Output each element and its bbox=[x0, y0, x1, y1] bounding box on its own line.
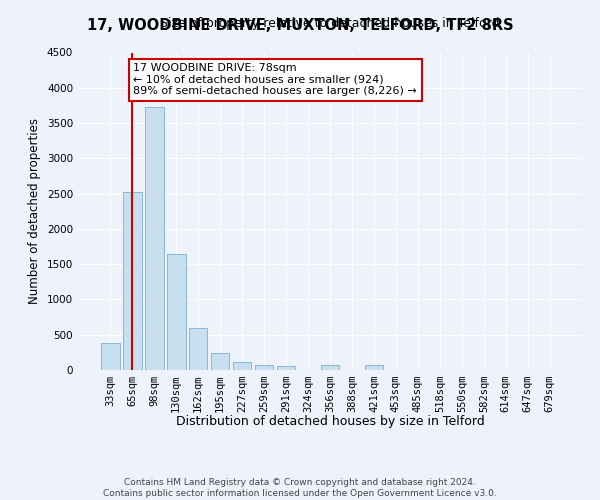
Bar bbox=[320, 365, 340, 370]
Y-axis label: Number of detached properties: Number of detached properties bbox=[28, 118, 41, 304]
X-axis label: Distribution of detached houses by size in Telford: Distribution of detached houses by size … bbox=[176, 415, 484, 428]
Bar bbox=[233, 362, 251, 370]
Bar bbox=[167, 254, 185, 370]
Bar bbox=[101, 343, 119, 370]
Bar bbox=[189, 328, 208, 370]
Text: 17, WOODBINE DRIVE, MUXTON, TELFORD, TF2 8RS: 17, WOODBINE DRIVE, MUXTON, TELFORD, TF2… bbox=[86, 18, 514, 32]
Bar bbox=[365, 365, 383, 370]
Text: Contains HM Land Registry data © Crown copyright and database right 2024.
Contai: Contains HM Land Registry data © Crown c… bbox=[103, 478, 497, 498]
Bar bbox=[277, 366, 295, 370]
Bar bbox=[123, 192, 142, 370]
Bar bbox=[211, 353, 229, 370]
Text: 17 WOODBINE DRIVE: 78sqm
← 10% of detached houses are smaller (924)
89% of semi-: 17 WOODBINE DRIVE: 78sqm ← 10% of detach… bbox=[133, 63, 417, 96]
Bar bbox=[145, 107, 164, 370]
Bar bbox=[255, 366, 274, 370]
Title: Size of property relative to detached houses in Telford: Size of property relative to detached ho… bbox=[160, 18, 500, 30]
